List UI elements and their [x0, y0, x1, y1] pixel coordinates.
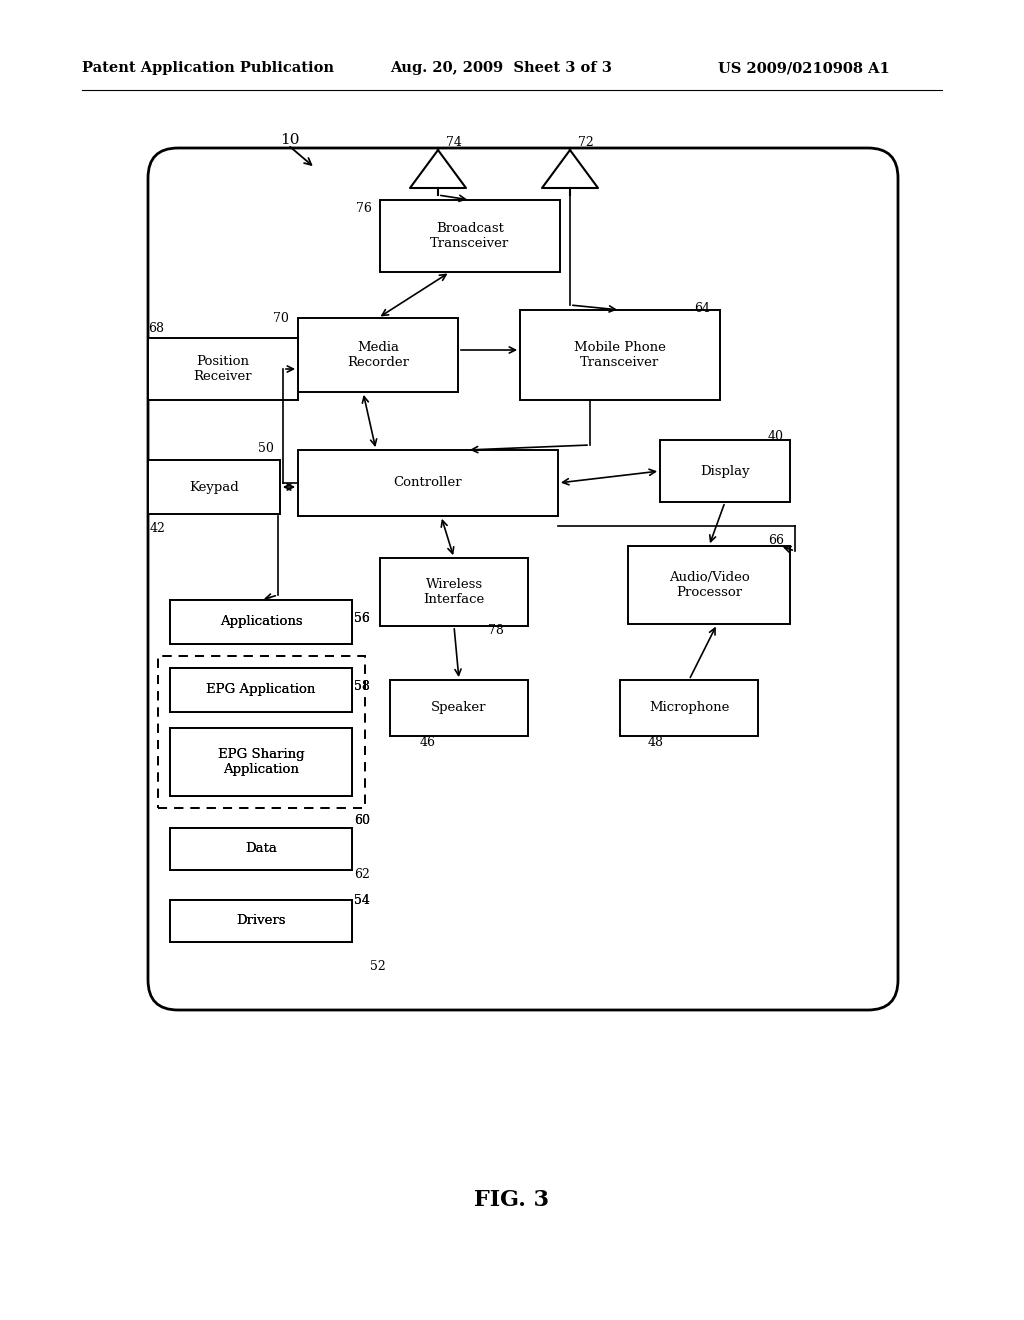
Text: 64: 64	[694, 301, 710, 314]
Bar	[380, 558, 528, 626]
Text: 74: 74	[446, 136, 462, 149]
Text: Drivers: Drivers	[237, 915, 286, 928]
Text: 66: 66	[768, 533, 784, 546]
Text: Applications: Applications	[220, 615, 302, 628]
Bar	[158, 656, 365, 808]
Bar	[170, 668, 352, 711]
Text: 52: 52	[370, 960, 386, 973]
Bar	[170, 900, 352, 942]
Bar	[155, 579, 368, 962]
Text: 58: 58	[354, 680, 370, 693]
Bar	[170, 601, 352, 644]
Bar	[148, 338, 298, 400]
Text: 40: 40	[768, 429, 784, 442]
Text: 58: 58	[354, 680, 370, 693]
Text: Patent Application Publication: Patent Application Publication	[82, 61, 334, 75]
Bar	[298, 318, 458, 392]
Text: US 2009/0210908 A1: US 2009/0210908 A1	[718, 61, 890, 75]
Text: EPG Application: EPG Application	[206, 684, 315, 697]
Text: 68: 68	[148, 322, 164, 334]
Text: 78: 78	[488, 623, 504, 636]
Bar	[170, 668, 352, 711]
Text: Data: Data	[245, 842, 276, 855]
Text: 46: 46	[420, 735, 436, 748]
Text: Aug. 20, 2009  Sheet 3 of 3: Aug. 20, 2009 Sheet 3 of 3	[390, 61, 612, 75]
Bar	[170, 729, 352, 796]
Text: 54: 54	[354, 894, 370, 907]
Bar	[170, 729, 352, 796]
Text: 60: 60	[354, 813, 370, 826]
Text: Data: Data	[245, 842, 276, 855]
Text: EPG Application: EPG Application	[206, 684, 315, 697]
Text: Mobile Phone
Transceiver: Mobile Phone Transceiver	[574, 341, 666, 370]
Bar	[390, 680, 528, 737]
Text: FIG. 3: FIG. 3	[474, 1189, 550, 1210]
Bar	[628, 546, 790, 624]
Text: 10: 10	[280, 133, 299, 147]
Text: 50: 50	[258, 441, 273, 454]
Text: 56: 56	[354, 611, 370, 624]
Text: EPG Sharing
Application: EPG Sharing Application	[218, 748, 304, 776]
Text: Broadcast
Transceiver: Broadcast Transceiver	[430, 222, 510, 249]
FancyBboxPatch shape	[148, 148, 898, 1010]
Bar	[158, 656, 365, 808]
Text: Wireless
Interface: Wireless Interface	[423, 578, 484, 606]
Text: 60: 60	[354, 813, 370, 826]
Bar	[520, 310, 720, 400]
Text: Keypad: Keypad	[189, 480, 239, 494]
Bar	[170, 601, 352, 644]
Text: Position
Receiver: Position Receiver	[194, 355, 252, 383]
Bar	[148, 459, 280, 513]
Text: Drivers: Drivers	[237, 915, 286, 928]
Bar	[620, 680, 758, 737]
Text: EPG Sharing
Application: EPG Sharing Application	[218, 748, 304, 776]
Text: Speaker: Speaker	[431, 701, 486, 714]
Bar	[660, 440, 790, 502]
Text: 70: 70	[273, 312, 289, 325]
Text: 54: 54	[354, 894, 370, 907]
Text: 76: 76	[356, 202, 372, 214]
Text: 62: 62	[354, 869, 370, 882]
Text: 42: 42	[150, 521, 166, 535]
Text: Microphone: Microphone	[649, 701, 729, 714]
Text: 56: 56	[354, 611, 370, 624]
Text: Audio/Video
Processor: Audio/Video Processor	[669, 572, 750, 599]
Text: 72: 72	[578, 136, 594, 149]
Text: 48: 48	[648, 735, 664, 748]
Text: Applications: Applications	[220, 615, 302, 628]
Text: Display: Display	[700, 465, 750, 478]
Text: Controller: Controller	[393, 477, 462, 490]
Bar	[170, 900, 352, 942]
Bar	[380, 201, 560, 272]
Bar	[298, 450, 558, 516]
Bar	[170, 828, 352, 870]
Bar	[170, 828, 352, 870]
Text: Media
Recorder: Media Recorder	[347, 341, 409, 370]
